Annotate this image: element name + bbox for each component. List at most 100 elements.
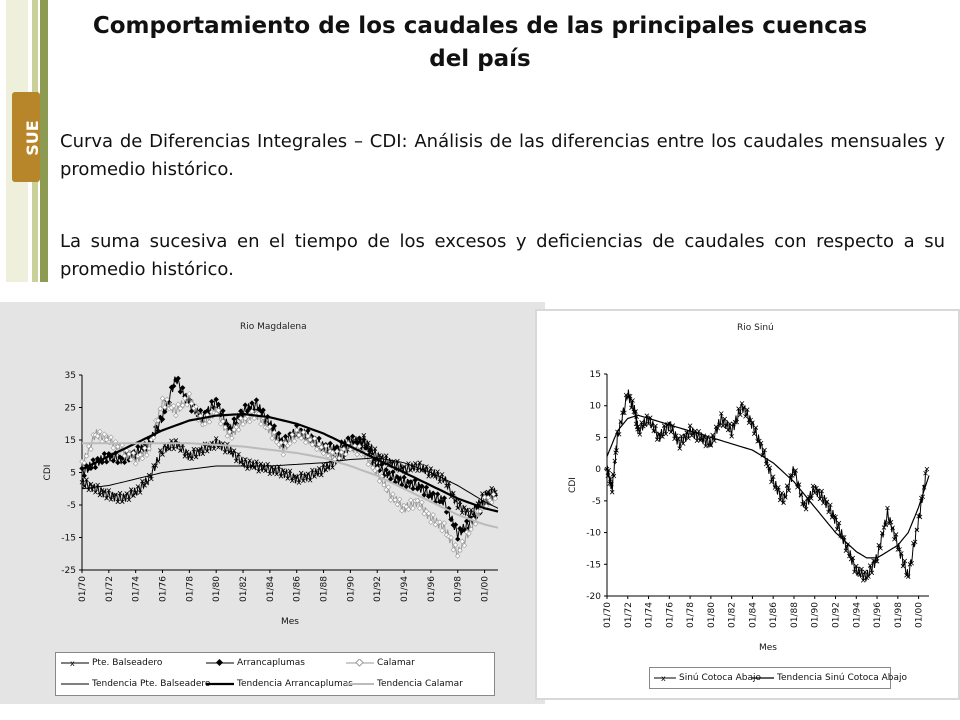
data-point <box>905 574 911 579</box>
data-point <box>642 422 648 428</box>
data-point <box>822 497 828 502</box>
data-point <box>424 464 429 469</box>
x-tick-label: 01/88 <box>790 602 800 628</box>
data-point <box>312 474 317 479</box>
data-point <box>421 492 427 498</box>
chart-panel-magdalena: Rio Magdalena 35 25 15 5 -5 -15 -25 01/70 01/72 0… <box>0 302 545 704</box>
x-tick-label: 01/92 <box>832 602 842 628</box>
x-tick-label: 01/86 <box>293 576 303 602</box>
data-point <box>738 412 743 418</box>
data-point <box>260 465 266 471</box>
data-point <box>403 483 409 490</box>
data-point <box>334 444 340 450</box>
data-point <box>672 436 677 442</box>
data-point <box>793 468 798 473</box>
data-point <box>769 479 774 485</box>
data-point <box>439 527 445 534</box>
data-point <box>620 410 625 416</box>
data-point <box>131 493 136 498</box>
data-point <box>323 467 329 473</box>
data-point <box>616 431 622 437</box>
x-tick-label: 01/96 <box>427 576 437 602</box>
data-point <box>153 463 159 468</box>
y-tick-label: -5 <box>67 501 76 511</box>
data-point <box>164 396 170 403</box>
data-point <box>843 548 849 553</box>
data-point <box>611 473 617 479</box>
data-point <box>751 431 757 437</box>
data-point <box>81 484 87 489</box>
data-point <box>425 510 432 517</box>
data-point <box>376 478 383 484</box>
data-point <box>417 505 423 511</box>
data-point <box>99 459 105 466</box>
data-point <box>323 443 329 449</box>
data-point <box>253 397 260 403</box>
data-point <box>396 476 403 482</box>
data-point <box>777 497 783 503</box>
data-point <box>464 508 469 514</box>
data-point <box>285 476 291 481</box>
data-point <box>325 464 331 470</box>
y-tick-label: -25 <box>61 566 76 576</box>
data-point <box>258 421 264 427</box>
data-point <box>748 417 753 423</box>
data-point <box>187 453 192 458</box>
data-point <box>97 492 103 498</box>
y-tick-label: 35 <box>65 371 76 381</box>
data-point <box>899 551 904 556</box>
data-point <box>135 484 141 489</box>
y-tick-label: 15 <box>590 370 601 380</box>
data-point <box>379 461 385 468</box>
data-point <box>819 488 824 494</box>
data-point <box>715 425 721 431</box>
data-point <box>381 482 387 488</box>
data-point <box>133 490 138 495</box>
data-point <box>171 383 177 389</box>
data-point <box>784 483 790 488</box>
data-point <box>92 464 99 471</box>
data-point <box>789 473 795 478</box>
data-point <box>394 501 401 508</box>
data-point <box>132 461 139 467</box>
data-point <box>171 446 176 452</box>
data-point <box>144 480 150 485</box>
data-point <box>836 520 842 526</box>
data-point <box>459 510 465 516</box>
series-line-sin-cotoca-abajo <box>606 389 928 582</box>
data-point <box>897 547 902 552</box>
data-point <box>233 424 240 430</box>
legend-sinu: x Sinú Cotoca Abajo Tendencia Sinú Cotoc… <box>649 667 907 689</box>
data-point <box>675 436 681 442</box>
data-point <box>372 446 378 451</box>
data-point <box>272 467 277 473</box>
data-point <box>287 440 293 447</box>
data-point <box>430 512 436 518</box>
data-point <box>298 435 304 441</box>
data-point <box>149 476 154 482</box>
data-point <box>101 451 108 457</box>
data-point <box>197 413 204 419</box>
data-point <box>779 490 785 496</box>
data-point <box>340 446 347 452</box>
data-point <box>128 487 134 492</box>
data-point <box>677 446 682 451</box>
x-tick-label: 01/74 <box>645 602 655 628</box>
data-point <box>453 498 458 503</box>
data-point <box>699 436 705 442</box>
data-point <box>140 478 145 484</box>
legend-item-pte-balseadero: x Pte. Balseadero <box>61 658 163 668</box>
data-point <box>79 479 85 485</box>
data-point <box>274 471 279 477</box>
data-point <box>374 465 380 472</box>
data-point <box>472 521 479 527</box>
data-point <box>179 385 186 391</box>
data-point <box>119 499 125 504</box>
data-point <box>90 457 96 463</box>
data-point <box>106 488 112 493</box>
data-point <box>646 421 651 427</box>
data-point <box>278 439 284 446</box>
data-point <box>860 578 866 583</box>
data-point <box>783 495 788 500</box>
x-tick-label: 01/90 <box>811 602 821 628</box>
